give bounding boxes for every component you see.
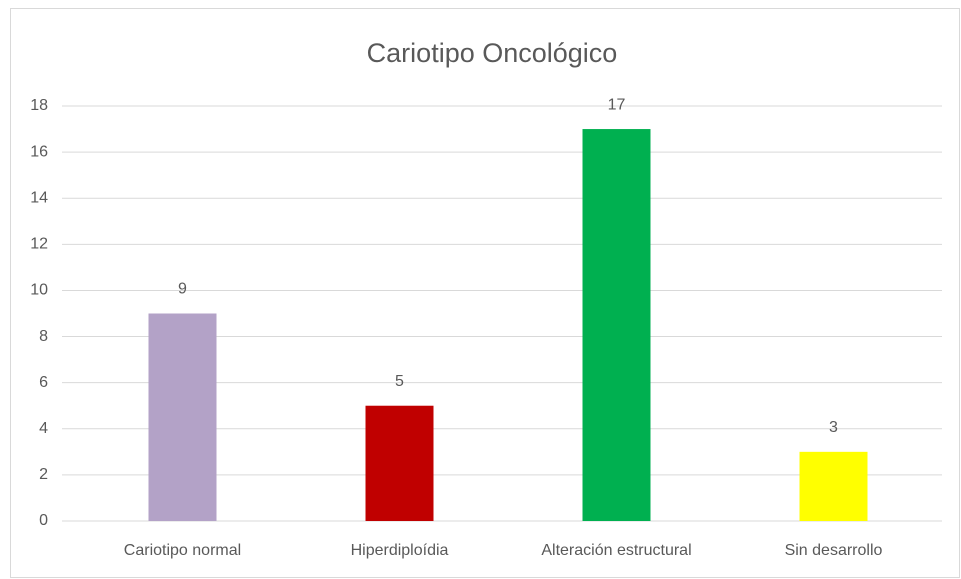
x-tick-label: Hiperdiploídia <box>351 542 449 559</box>
data-label: 9 <box>178 281 187 298</box>
y-tick-label: 10 <box>30 282 48 299</box>
x-tick-label: Cariotipo normal <box>124 542 241 559</box>
bar <box>148 313 217 521</box>
bar <box>799 451 868 521</box>
bar <box>582 129 651 522</box>
y-tick-label: 4 <box>39 420 48 437</box>
x-tick-label: Sin desarrollo <box>785 542 883 559</box>
y-tick-label: 8 <box>39 328 48 345</box>
data-label: 5 <box>395 373 404 390</box>
data-label: 17 <box>608 96 626 113</box>
x-tick-label: Alteración estructural <box>541 542 691 559</box>
y-tick-label: 0 <box>39 512 48 529</box>
y-tick-label: 18 <box>30 97 48 114</box>
y-tick-label: 14 <box>30 189 48 206</box>
y-tick-label: 2 <box>39 466 48 483</box>
y-tick-label: 6 <box>39 374 48 391</box>
chart-title: Cariotipo Oncológico <box>367 38 618 68</box>
y-tick-label: 12 <box>30 236 48 253</box>
data-label: 3 <box>829 419 838 436</box>
bar <box>365 405 434 521</box>
y-tick-label: 16 <box>30 143 48 160</box>
